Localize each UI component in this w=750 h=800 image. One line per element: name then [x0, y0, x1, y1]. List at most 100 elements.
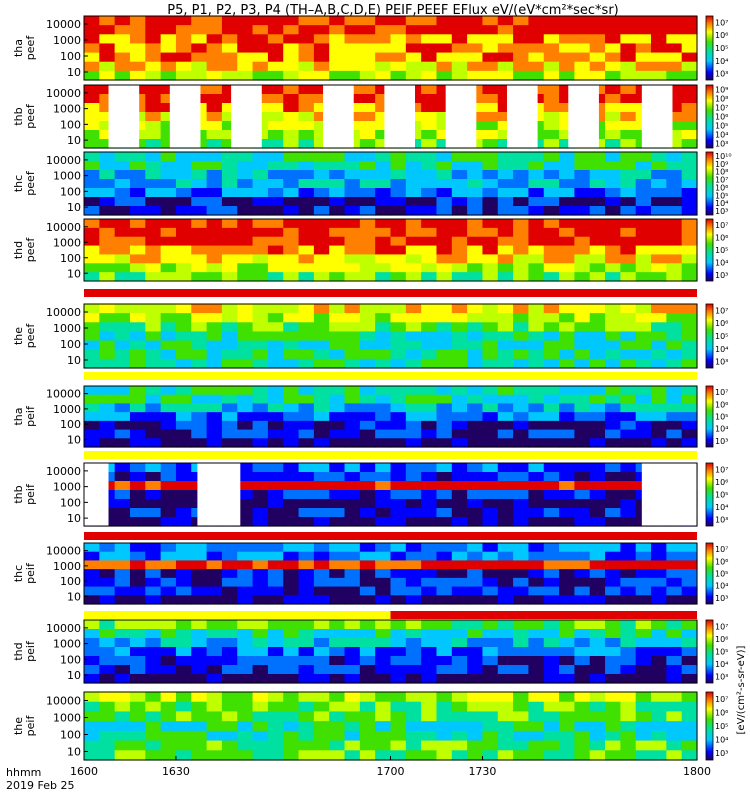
- heatmap-cell: [651, 386, 667, 396]
- heatmap-cell: [421, 227, 438, 238]
- heatmap-cell: [666, 438, 683, 448]
- heatmap-cell: [513, 254, 530, 264]
- heatmap-cell: [436, 263, 453, 273]
- heatmap-cell: [559, 349, 575, 360]
- heatmap-cell: [344, 61, 361, 72]
- heatmap-cell: [160, 438, 177, 448]
- heatmap-cell: [390, 569, 407, 579]
- heatmap-cell: [451, 188, 468, 198]
- heatmap-cell: [283, 130, 300, 140]
- heatmap-cell: [497, 508, 514, 518]
- heatmap-cell: [359, 254, 376, 264]
- heatmap-cell: [359, 16, 376, 26]
- heatmap-cell: [252, 304, 269, 314]
- heatmap-cell: [620, 721, 637, 732]
- heatmap-cell: [160, 103, 177, 113]
- heatmap-cell: [145, 472, 162, 482]
- heatmap-cell: [237, 656, 254, 666]
- heatmap-cell: [497, 403, 514, 413]
- heatmap-cell: [114, 543, 131, 553]
- heatmap-cell: [175, 161, 192, 171]
- colorbar-tick-label: 10⁵: [715, 648, 728, 657]
- heatmap-cell: [635, 16, 652, 26]
- y-tick-label: 10: [67, 267, 81, 280]
- heatmap-cell: [160, 331, 177, 342]
- heatmap-cell: [620, 322, 637, 333]
- heatmap-cell: [513, 517, 530, 527]
- heatmap-cell: [467, 188, 484, 198]
- heatmap-cell: [513, 322, 530, 333]
- heatmap-cell: [605, 577, 621, 588]
- heatmap-cell: [497, 272, 514, 282]
- heatmap-cell: [651, 16, 667, 26]
- heatmap-cell: [620, 595, 637, 605]
- heatmap-cell: [145, 121, 162, 131]
- heatmap-cell: [267, 112, 284, 122]
- heatmap-cell: [651, 263, 667, 273]
- heatmap-cell: [451, 170, 468, 180]
- heatmap-cell: [283, 16, 300, 26]
- heatmap-cell: [451, 322, 468, 333]
- heatmap-cell: [405, 656, 422, 666]
- heatmap-cell: [589, 629, 606, 639]
- heatmap-cell: [482, 25, 499, 35]
- heatmap-cell: [313, 463, 330, 473]
- heatmap-cell: [237, 463, 254, 473]
- heatmap-cell: [298, 629, 315, 639]
- heatmap-cell: [84, 254, 100, 264]
- colorbar: [705, 691, 714, 761]
- heatmap-cell: [99, 358, 116, 369]
- heatmap-cell: [467, 70, 484, 81]
- heatmap-cell: [543, 674, 560, 684]
- heatmap-cell: [375, 665, 392, 675]
- heatmap-cell: [267, 647, 284, 657]
- panel-species-label: peef: [24, 170, 37, 196]
- heatmap-cell: [497, 236, 514, 247]
- heatmap-cell: [543, 638, 560, 648]
- heatmap-cell: [283, 551, 300, 562]
- heatmap-cell: [252, 70, 269, 81]
- heatmap-cell: [114, 721, 131, 732]
- colorbar-tick-label: 10⁵: [715, 122, 728, 131]
- heatmap-cell: [145, 245, 162, 256]
- heatmap-cell: [543, 490, 560, 500]
- heatmap-cell: [206, 52, 223, 63]
- heatmap-cell: [467, 403, 484, 413]
- heatmap-cell: [375, 750, 392, 761]
- heatmap-cell: [421, 403, 438, 413]
- heatmap-cell: [267, 85, 284, 95]
- heatmap-cell: [620, 139, 637, 149]
- heatmap-cell: [329, 227, 346, 238]
- heatmap-cell: [313, 179, 330, 189]
- heatmap-cell: [129, 750, 146, 761]
- heatmap-cell: [574, 711, 591, 722]
- heatmap-cell: [681, 674, 698, 684]
- heatmap-cell: [574, 420, 591, 431]
- heatmap-cell: [513, 61, 530, 72]
- heatmap-cell: [114, 386, 131, 396]
- heatmap-cell: [421, 472, 438, 482]
- heatmap-cell: [467, 412, 484, 422]
- heatmap-cell: [681, 358, 698, 369]
- heatmap-cell: [681, 692, 698, 703]
- heatmap-cell: [559, 227, 575, 238]
- heatmap-cell: [359, 429, 376, 439]
- heatmap-cell: [513, 595, 530, 605]
- heatmap-cell: [651, 254, 667, 264]
- heatmap-cell: [129, 674, 146, 684]
- heatmap-cell: [681, 179, 698, 189]
- heatmap-cell: [298, 595, 315, 605]
- heatmap-cell: [666, 161, 683, 171]
- heatmap-cell: [451, 340, 468, 351]
- heatmap-cell: [221, 620, 238, 630]
- data-gap: [108, 85, 140, 148]
- heatmap-cell: [482, 638, 499, 648]
- heatmap-cell: [114, 25, 131, 35]
- heatmap-cell: [298, 420, 315, 431]
- heatmap-cell: [329, 161, 346, 171]
- heatmap-cell: [559, 508, 575, 518]
- colorbar-tick-label: 10³: [715, 594, 728, 603]
- heatmap-cell: [482, 112, 499, 122]
- heatmap-cell: [451, 304, 468, 314]
- heatmap-cell: [436, 740, 453, 751]
